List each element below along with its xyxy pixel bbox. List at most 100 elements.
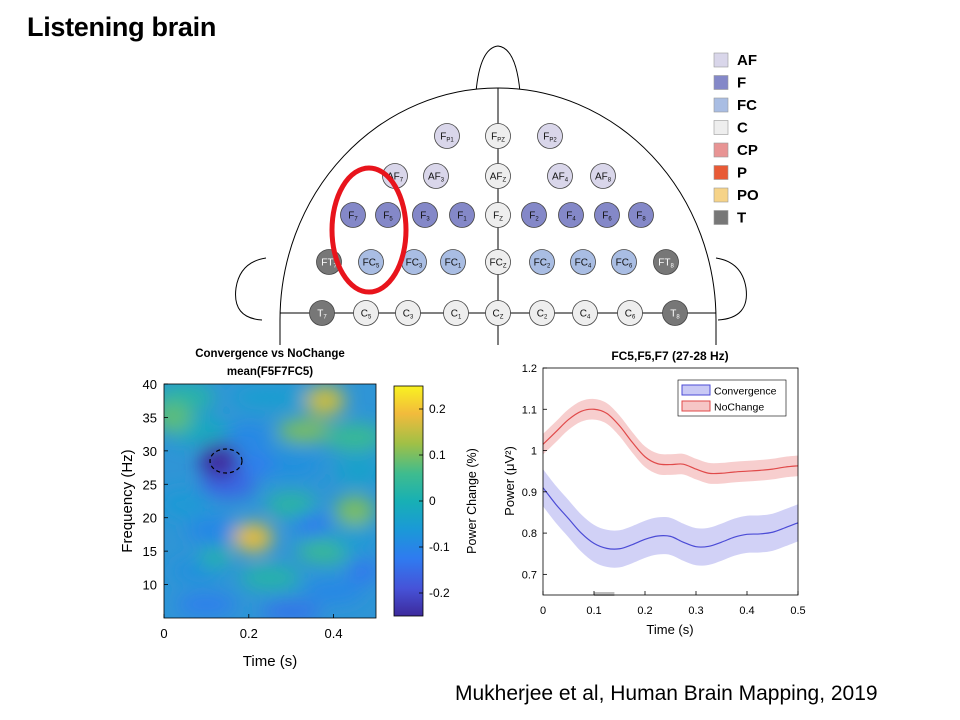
electrode-f7: F7 (340, 202, 366, 228)
electrode-fcz: FCZ (485, 249, 511, 275)
tf-feature-blob (233, 522, 274, 553)
legend-swatch (713, 75, 729, 90)
legend-swatch (713, 165, 729, 180)
electrode-t7: T7 (309, 300, 335, 326)
tf-texture-blob (230, 385, 310, 410)
electrode-fp1: FP1 (434, 123, 460, 149)
series-line-nochange (542, 408, 799, 475)
tf-texture-blob (239, 452, 276, 477)
line-xtick-label: 0.1 (586, 605, 601, 617)
legend-item-cp: CP (713, 142, 758, 159)
electrode-fc4: FC4 (570, 249, 596, 275)
tf-ytick-label: 20 (143, 511, 157, 526)
tf-feature-blob (334, 496, 375, 527)
electrode-f1: F1 (449, 202, 475, 228)
colorbar-tick-label: 0 (429, 494, 436, 508)
line-ylabel: Power (μV²) (502, 446, 517, 516)
electrode-fc2: FC2 (529, 249, 555, 275)
electrode-label: FCZ (489, 258, 506, 270)
significance-bar (594, 592, 615, 596)
legend-item-f: F (713, 75, 746, 92)
electrode-scalp-map: FP1 FPZ FP2 AF7 AF3 AFZ AF4 AF8 F7 F5 F3 F1 FZ F2 F4 F6… (235, 45, 759, 345)
electrode-f6: F6 (594, 202, 620, 228)
electrode-label: F1 (457, 211, 467, 223)
colorbar (393, 385, 424, 617)
electrode-t8: T8 (662, 300, 688, 326)
electrode-c2: C2 (529, 300, 555, 326)
colorbar-tick-label: -0.2 (429, 586, 450, 600)
electrode-label: T7 (317, 309, 327, 321)
electrode-label: T8 (670, 309, 680, 321)
tf-texture-blob (164, 490, 212, 519)
line-legend-swatch (681, 400, 711, 412)
electrode-fz: FZ (485, 202, 511, 228)
line-legend-label: Convergence (714, 386, 777, 398)
colorbar-tick-label: 0.1 (429, 448, 446, 462)
electrode-label: F4 (566, 211, 576, 223)
electrode-ft8: FT8 (653, 249, 679, 275)
legend-swatch (713, 120, 729, 135)
significance-contour (209, 448, 243, 474)
line-xlabel: Time (s) (646, 622, 693, 637)
left-ear (235, 257, 267, 321)
tf-ytick-label: 10 (143, 578, 157, 593)
line-legend-label: NoChange (714, 402, 764, 414)
electrode-label: FP2 (543, 132, 557, 144)
electrode-label: C5 (361, 309, 372, 321)
electrode-label: F6 (602, 211, 612, 223)
electrode-afz: AFZ (485, 163, 511, 189)
line-legend-item-nochange: NoChange (681, 400, 764, 414)
electrode-c5: C5 (353, 300, 379, 326)
electrode-label: FT7 (321, 258, 337, 270)
line-ytick-label: 1.1 (522, 404, 537, 416)
electrode-label: FP1 (440, 132, 454, 144)
tf-texture-blob (176, 594, 237, 615)
legend-item-po: PO (713, 187, 759, 204)
legend-item-p: P (713, 165, 747, 182)
tf-texture-blob (198, 547, 231, 568)
electrode-fc5: FC5 (358, 249, 384, 275)
line-xtick-label: 0.2 (637, 605, 652, 617)
tf-feature-core (205, 454, 229, 475)
electrode-label: FC2 (534, 258, 551, 270)
tf-texture-blob (261, 450, 322, 479)
line-legend-item-convergence: Convergence (681, 384, 777, 398)
legend-label: P (737, 165, 747, 182)
legend-swatch (713, 187, 729, 203)
tf-ytick-label: 40 (143, 377, 157, 392)
electrode-label: C2 (537, 309, 548, 321)
electrode-label: C3 (403, 309, 414, 321)
citation: Mukherjee et al, Human Brain Mapping, 20… (455, 682, 878, 705)
electrode-label: FC5 (363, 258, 380, 270)
electrode-label: F7 (348, 211, 358, 223)
electrode-f2: F2 (521, 202, 547, 228)
slide-title: Listening brain (27, 12, 217, 42)
electrode-cz: CZ (485, 300, 511, 326)
tf-ytick-label: 35 (143, 410, 157, 425)
electrode-c4: C4 (572, 300, 598, 326)
tf-feature-blob (164, 402, 193, 433)
tf-xtick-label: 0 (160, 626, 167, 641)
electrode-fpz: FPZ (485, 123, 511, 149)
line-legend: Convergence NoChange (677, 379, 787, 417)
tf-ytick-label: 15 (143, 544, 157, 559)
tf-texture-blob (334, 523, 375, 552)
electrode-f8: F8 (628, 202, 654, 228)
line-ytick-label: 1 (531, 446, 537, 458)
electrode-fc6: FC6 (611, 249, 637, 275)
electrode-label: F5 (383, 211, 393, 223)
tf-texture-blob (294, 512, 331, 537)
electrode-label: F3 (420, 211, 430, 223)
series-band-convergence (543, 469, 798, 568)
nose (475, 45, 521, 93)
electrode-af3: AF3 (423, 163, 449, 189)
line-title: FC5,F5,F7 (27-28 Hz) (611, 349, 728, 363)
electrode-label: AF4 (552, 172, 569, 184)
electrode-label: F2 (529, 211, 539, 223)
series-line-convergence (542, 487, 799, 550)
highlight-ellipse (329, 165, 409, 295)
electrode-label: C4 (580, 309, 591, 321)
electrode-label: FC1 (445, 258, 462, 270)
legend-label: C (737, 120, 748, 137)
